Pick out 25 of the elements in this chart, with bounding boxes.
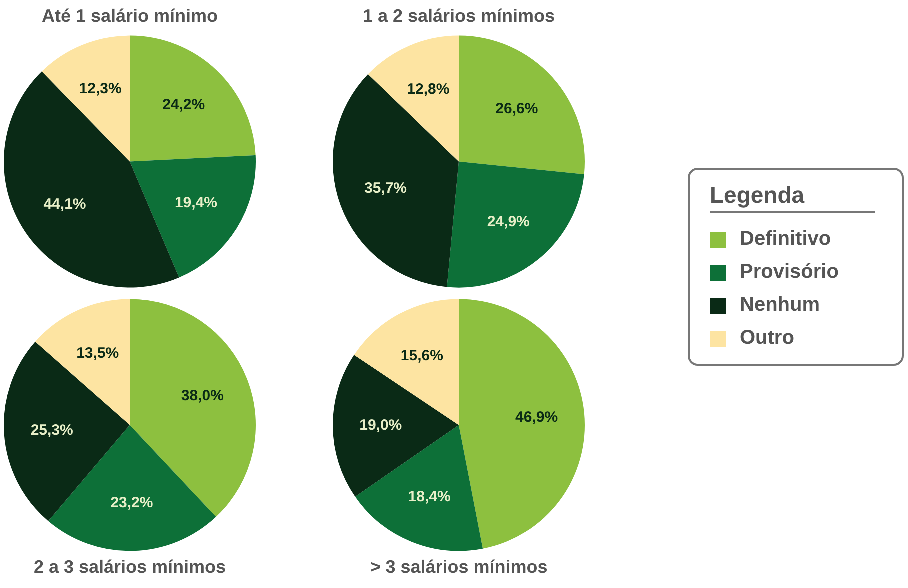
data-label: 18,4%: [408, 488, 451, 506]
text: > 3 salários mínimos: [370, 557, 548, 578]
data-label: 19,0%: [360, 416, 402, 434]
data-label: 26,6%: [496, 100, 538, 118]
legend-label: Outro: [740, 327, 794, 350]
data-label: 46,9%: [515, 408, 558, 426]
data-label: 24,9%: [487, 213, 530, 230]
data-label: 35,7%: [364, 180, 408, 198]
data-label: 19,4%: [174, 194, 218, 212]
legend-label: Nenhum: [740, 294, 820, 317]
data-label: 13,5%: [76, 345, 120, 362]
data-label: 12,3%: [79, 80, 122, 98]
chart-title: Até 1 salário mínimo: [42, 6, 218, 26]
legend-title: Legenda: [710, 182, 875, 213]
legend-label: Provisório: [740, 261, 839, 284]
legend-label: Definitivo: [740, 228, 832, 251]
data-label: 38,0%: [181, 388, 224, 405]
text: 2 a 3 salários mínimos: [34, 557, 226, 578]
data-label: 44,1%: [44, 196, 86, 214]
chart-title: 1 a 2 salários mínimos: [362, 6, 556, 26]
data-label: 25,3%: [30, 422, 74, 439]
data-label: 15,6%: [400, 347, 444, 364]
data-label: 12,8%: [407, 81, 450, 98]
data-label: 24,2%: [162, 96, 206, 114]
data-label: 23,2%: [110, 494, 154, 512]
